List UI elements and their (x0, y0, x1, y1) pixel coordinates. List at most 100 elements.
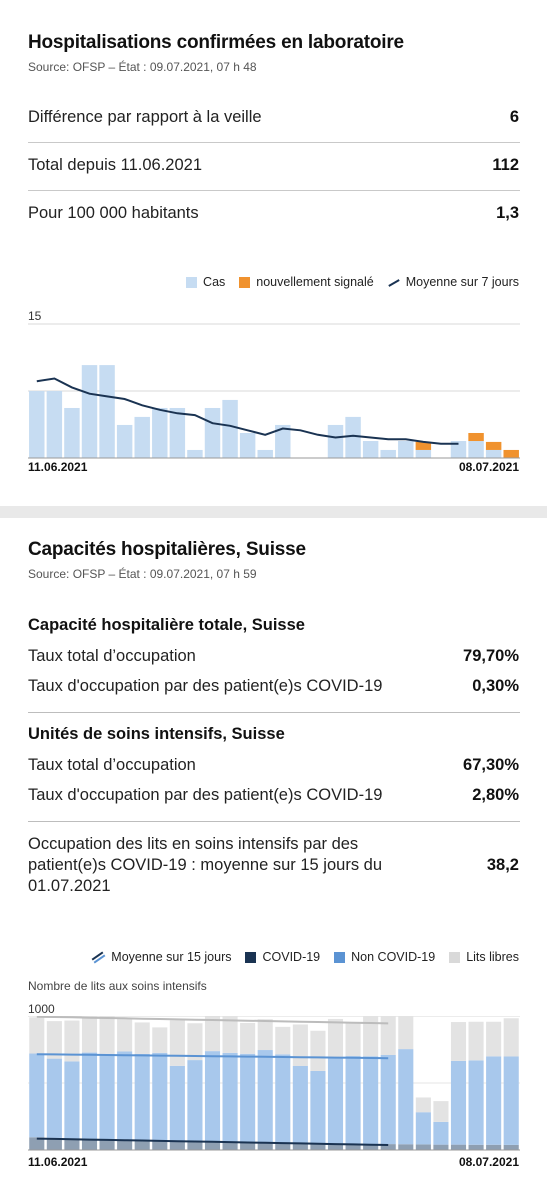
bar-covid (345, 1143, 361, 1150)
bar-covid (433, 1144, 449, 1150)
bar-covid (81, 1139, 98, 1150)
bar-covid (468, 1144, 484, 1150)
bar-free (117, 1018, 133, 1052)
legend-item-avg: Moyenne sur 7 jours (388, 275, 519, 289)
legend-item-cases: Cas (186, 275, 225, 289)
bar-noncovid (152, 1052, 168, 1141)
bar-cases (257, 449, 273, 458)
bar-free (327, 1018, 344, 1058)
bar-noncovid (450, 1060, 467, 1145)
icu-chart-legend: Moyenne sur 15 jours COVID-19 Non COVID-… (91, 950, 519, 964)
bar-free (81, 1016, 98, 1053)
bar-noncovid (257, 1050, 273, 1143)
bar-covid (486, 1144, 502, 1150)
bar-free (46, 1021, 62, 1059)
bar-new (485, 441, 502, 450)
total-covid-value: 0,30% (472, 677, 519, 695)
bar-noncovid (310, 1070, 326, 1144)
bar-free (169, 1020, 185, 1066)
capacity-source: Source: OFSP – État : 09.07.2021, 07 h 5… (28, 567, 257, 581)
hosp-chart (28, 323, 520, 459)
legend-label-free: Lits libres (466, 950, 519, 964)
bar-noncovid (380, 1054, 396, 1145)
divider (28, 821, 520, 822)
avg15-noncovid-line (36, 1053, 389, 1060)
bar-free (99, 1016, 115, 1054)
bar-free (486, 1021, 502, 1057)
bar-noncovid (187, 1060, 203, 1142)
icu-avg15-value: 38,2 (486, 856, 519, 874)
bar-free (345, 1022, 361, 1057)
bar-cases (81, 365, 98, 458)
bar-cases (64, 407, 80, 458)
icu-occupancy-label: Taux total d’occupation (28, 756, 196, 774)
bar-covid (503, 1144, 519, 1150)
bar-free (415, 1097, 431, 1113)
bar-free (450, 1022, 467, 1061)
bar-covid (46, 1137, 62, 1150)
bar-cases (345, 416, 361, 458)
bar-cases (450, 441, 467, 458)
bar-cases (187, 449, 203, 458)
bar-free (310, 1030, 326, 1071)
bar-cases (204, 407, 221, 458)
bar-cases (239, 432, 256, 458)
bar-cases (134, 416, 150, 458)
bar-free (64, 1020, 80, 1062)
bar-noncovid (240, 1053, 256, 1143)
bar-noncovid (222, 1052, 238, 1142)
bar-noncovid (433, 1121, 449, 1145)
bar-cases (485, 449, 502, 458)
bar-noncovid (99, 1053, 115, 1140)
bar-free (468, 1021, 484, 1061)
chart2-ylabel: Nombre de lits aux soins intensifs (28, 979, 207, 993)
divider (28, 190, 520, 191)
bar-cases (468, 441, 484, 458)
bar-noncovid (468, 1060, 484, 1145)
hosp-row-value-per100k: 1,3 (496, 204, 519, 222)
total-occupancy-label: Taux total d’occupation (28, 647, 196, 665)
bar-noncovid (64, 1061, 80, 1139)
legend-label-avg15: Moyenne sur 15 jours (111, 950, 232, 964)
divider (28, 142, 520, 143)
hosp-title: Hospitalisations confirmées en laboratoi… (28, 32, 404, 53)
bar-covid (240, 1142, 256, 1150)
bar-free (187, 1023, 203, 1061)
bar-free (240, 1022, 256, 1054)
bar-cases (152, 407, 168, 458)
cases-swatch-icon (186, 276, 198, 288)
total-capacity-heading: Capacité hospitalière totale, Suisse (28, 616, 305, 634)
bar-covid (29, 1137, 45, 1150)
bar-noncovid (117, 1051, 133, 1140)
bar-free (380, 1016, 396, 1055)
bar-covid (327, 1143, 344, 1150)
legend-label-cases: Cas (203, 275, 226, 289)
bar-cases (362, 441, 379, 458)
legend-item-noncovid: Non COVID-19 (334, 950, 435, 964)
bar-covid (222, 1141, 238, 1150)
bar-covid (204, 1141, 221, 1150)
bar-covid (257, 1142, 273, 1150)
bar-free (503, 1018, 519, 1057)
legend-item-avg15: Moyenne sur 15 jours (91, 950, 231, 964)
section-divider (0, 506, 547, 518)
bar-covid (398, 1144, 414, 1150)
bar-free (363, 1016, 379, 1057)
legend-item-new: nouvellement signalé (239, 275, 374, 289)
bar-new (468, 432, 484, 442)
bar-free (222, 1016, 238, 1053)
bar-cases (99, 365, 115, 458)
total-covid-label: Taux d'occupation par des patient(e)s CO… (28, 677, 383, 695)
bar-noncovid (275, 1054, 291, 1143)
bar-covid (275, 1142, 291, 1150)
bar-free (433, 1101, 449, 1122)
bar-new (503, 449, 519, 458)
bar-noncovid (29, 1053, 45, 1138)
bar-noncovid (169, 1065, 185, 1141)
chart1-xtick-start: 11.06.2021 (28, 460, 88, 474)
bar-covid (99, 1139, 115, 1150)
chart1-xtick-end: 08.07.2021 (458, 460, 519, 474)
chart2-xtick-start: 11.06.2021 (28, 1155, 88, 1169)
bar-noncovid (81, 1052, 98, 1140)
total-occupancy-value: 79,70% (463, 647, 519, 665)
